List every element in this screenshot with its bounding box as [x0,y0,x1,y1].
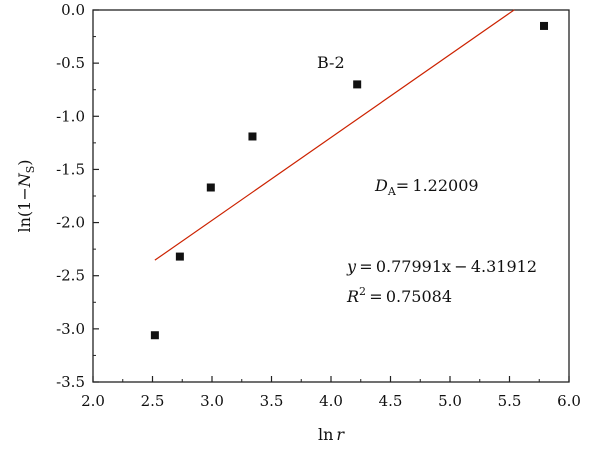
x-tick-label: 3.5 [260,392,284,410]
y-tick-label: 0.0 [61,1,85,19]
x-tick-label: 2.0 [81,392,105,410]
x-tick-label: 3.0 [200,392,224,410]
y-tick-label: -0.5 [56,54,85,72]
fit-equation: y = 0.77991x − 4.31912 [346,257,537,276]
y-tick-label: -1.5 [56,160,85,178]
fit-line-group [154,9,515,261]
data-points [150,21,549,340]
x-tick-label: 4.0 [319,392,343,410]
x-tick-label: 4.5 [379,392,403,410]
data-point [175,252,184,261]
data-point [540,21,549,30]
fractal-dimension-label: DA= 1.22009 [374,176,479,198]
y-tick-label: -2.5 [56,267,85,285]
y-tick-label: -1.0 [56,107,85,125]
y-tick-label: -3.5 [56,373,85,391]
x-axis-ticks: 2.0 2.5 3.0 3.5 4.0 4.5 5.0 5.5 6.0 [81,376,581,410]
x-tick-label: 5.5 [498,392,522,410]
y-axis-ticks: 0.0 -0.5 -1.0 -1.5 -2.0 -2.5 -3.0 -3.5 [56,1,99,391]
fit-line [154,9,515,261]
x-tick-label: 6.0 [557,392,581,410]
data-point [150,331,159,340]
x-tick-label: 5.0 [438,392,462,410]
y-tick-label: -2.0 [56,214,85,232]
sample-label: B-2 [317,53,345,72]
r-squared: R2 = 0.75084 [346,285,452,306]
data-point [248,132,257,141]
y-tick-label: -3.0 [56,320,85,338]
x-tick-label: 2.5 [141,392,165,410]
y-axis-title: ln(1−NS) [15,159,37,232]
data-point [206,183,215,192]
data-point [353,80,362,89]
x-axis-title: ln r [318,425,345,444]
